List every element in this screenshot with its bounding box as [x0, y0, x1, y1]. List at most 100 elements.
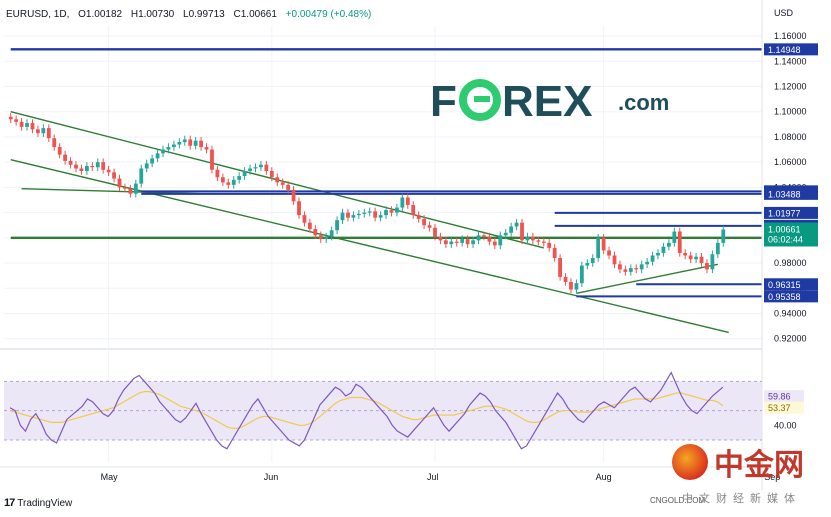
candle-body: [628, 268, 633, 272]
candle-body: [166, 147, 171, 150]
candle-body: [411, 205, 416, 216]
candles: [8, 113, 726, 294]
candle-body: [558, 258, 563, 277]
candle-body: [536, 240, 541, 242]
candle-body: [286, 184, 291, 190]
candle-body: [454, 241, 459, 243]
candle-body: [335, 220, 339, 231]
candle-body: [144, 163, 149, 169]
high-value: H1.00730: [130, 9, 175, 20]
tradingview-icon: 17: [4, 497, 15, 509]
tradingview-brand[interactable]: 17 TradingView: [4, 497, 72, 509]
candle-body: [188, 139, 193, 146]
candle-body: [634, 268, 639, 270]
candle-body: [95, 162, 100, 168]
candle-body: [498, 235, 503, 246]
candle-body: [275, 177, 280, 183]
candle-body: [351, 215, 356, 218]
level-label: 0.95358: [768, 292, 801, 302]
candle-body: [433, 227, 437, 237]
candle-body: [596, 237, 601, 258]
current-price-tag: [764, 222, 818, 247]
time-axis[interactable]: MayJunJulAugSepOct: [0, 466, 831, 482]
candle-body: [318, 235, 323, 240]
candle-body: [514, 222, 519, 227]
level-label: 0.96315: [768, 280, 801, 290]
level-tag: [764, 278, 818, 291]
candle-body: [253, 167, 258, 169]
candle-body: [52, 138, 57, 148]
candle-body: [313, 229, 318, 236]
candle-body: [443, 240, 448, 245]
rising-support-line: [576, 263, 718, 294]
price-axis[interactable]: USD 1.16000 1.14000 1.12000 1.10000 1.08000 1.…: [761, 0, 831, 517]
candle-body: [171, 144, 176, 148]
price-tick: 1.06000: [774, 157, 807, 167]
candle-body: [57, 147, 62, 155]
month-label: May: [101, 472, 119, 482]
candle-body: [672, 231, 677, 243]
candle-body: [123, 187, 127, 189]
candle-body: [117, 178, 122, 188]
candle-body: [541, 241, 546, 243]
low-value: L0.99713: [183, 9, 225, 20]
axis-unit: USD: [774, 8, 794, 18]
candle-body: [193, 140, 198, 146]
axis-background: [762, 0, 831, 517]
candle-body: [487, 236, 492, 242]
price-tick: 0.98000: [774, 258, 807, 268]
candle-body: [30, 123, 35, 130]
candle-body: [395, 207, 399, 213]
candle-body: [41, 128, 46, 134]
candle-body: [226, 182, 231, 185]
candle-body: [530, 236, 535, 241]
candle-body: [25, 123, 29, 127]
candle-body: [8, 116, 13, 120]
candle-body: [220, 177, 225, 183]
symbol-label[interactable]: EURUSD, 1D,: [6, 9, 70, 20]
rsi-panel: [4, 371, 762, 450]
candle-body: [683, 252, 688, 256]
price-tick: 1.12000: [774, 82, 807, 92]
candle-body: [666, 242, 671, 247]
candle-body: [520, 222, 524, 241]
candle-body: [645, 261, 650, 265]
candle-body: [302, 215, 307, 223]
candle-body: [416, 215, 421, 219]
candle-body: [471, 240, 475, 245]
tradingview-label: TradingView: [17, 497, 73, 509]
candle-body: [269, 171, 274, 178]
current-price-label: 1.00661: [768, 225, 801, 235]
rsi-ma-tag-label: 53.37: [768, 403, 791, 413]
candle-body: [101, 162, 106, 170]
candle-body: [46, 128, 51, 139]
candle-body: [84, 165, 89, 171]
watermark: 中金网: [672, 440, 804, 484]
candle-body: [710, 254, 715, 270]
candle-body: [139, 168, 144, 184]
open-value: O1.00182: [78, 9, 123, 20]
candle-body: [607, 250, 611, 256]
rsi-value-tag: [764, 390, 804, 403]
candle-body: [482, 235, 486, 237]
candle-body: [400, 197, 405, 208]
close-value: C1.00661: [233, 9, 277, 20]
candle-body: [694, 256, 698, 260]
candle-body: [623, 269, 628, 272]
level-tag: [764, 290, 818, 303]
candle-body: [307, 222, 312, 229]
month-label: Jun: [264, 472, 279, 482]
price-tick: 1.08000: [774, 132, 807, 142]
candle-body: [367, 211, 372, 213]
candle-body: [547, 242, 552, 248]
candle-body: [106, 169, 111, 173]
candle-body: [231, 179, 236, 185]
level-tag: [764, 187, 818, 200]
candle-body: [204, 147, 209, 150]
candle-body: [68, 160, 73, 165]
candle-body: [14, 119, 19, 122]
candle-body: [90, 165, 95, 168]
watermark-logo-icon: [672, 444, 708, 480]
candle-body: [552, 247, 557, 258]
